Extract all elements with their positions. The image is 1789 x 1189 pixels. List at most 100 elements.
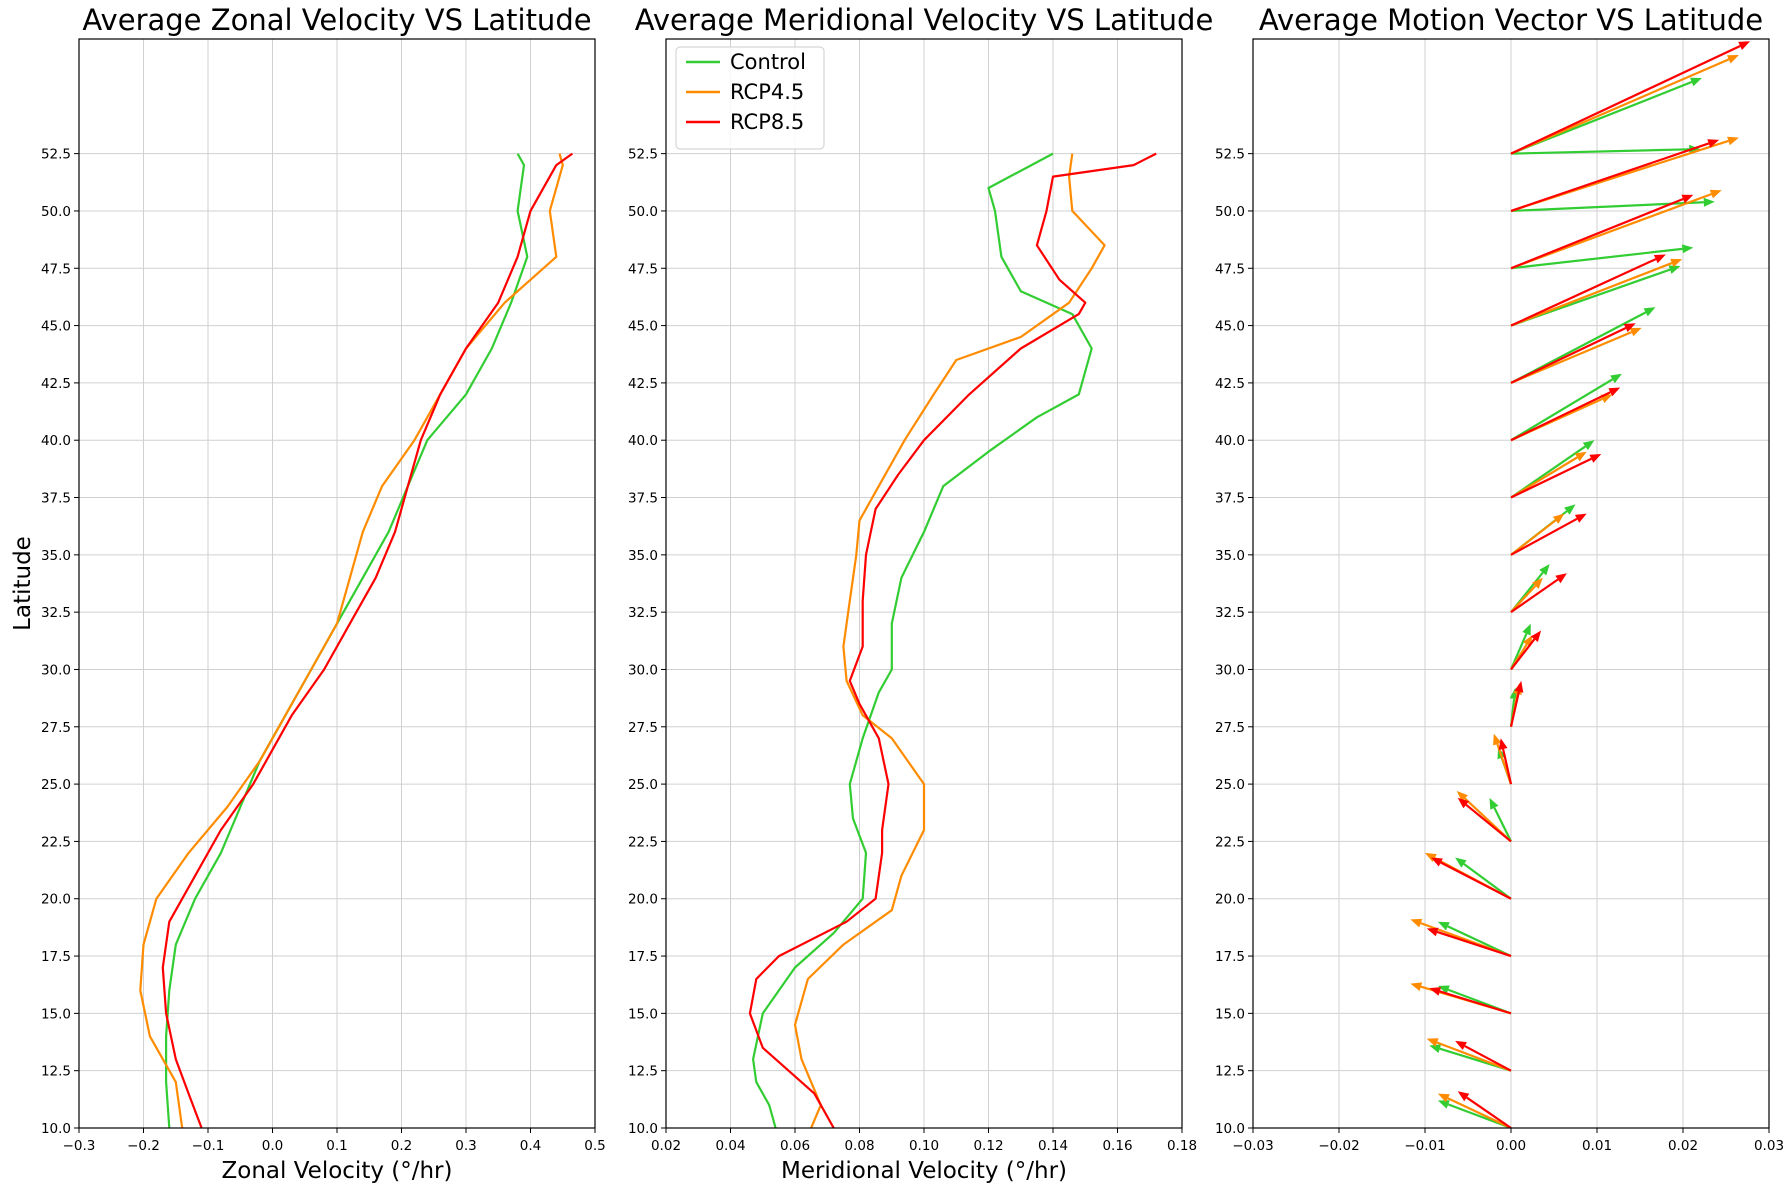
x-axis-label: Meridional Velocity (°/hr) <box>781 1158 1067 1184</box>
arrow-shaft-rcp4-5 <box>1510 519 1557 556</box>
arrow-shaft-rcp8-5 <box>1510 197 1684 270</box>
x-tick-label: 0.14 <box>1038 1138 1068 1154</box>
y-tick-label: 27.5 <box>628 720 658 736</box>
y-tick-label: 37.5 <box>628 491 658 507</box>
series-line-rcp4-5 <box>139 153 564 1128</box>
arrow-head-control <box>1522 623 1531 636</box>
y-tick-label: 27.5 <box>41 720 71 736</box>
x-tick-label: 0.5 <box>584 1138 605 1154</box>
y-tick-label: 17.5 <box>41 949 71 965</box>
arrow-head-rcp8-5 <box>1431 857 1443 867</box>
y-tick-label: 40.0 <box>628 433 658 449</box>
arrow-head-control <box>1489 797 1499 810</box>
arrow-head-rcp4-5 <box>1574 451 1587 462</box>
arrow-head-rcp4-5 <box>1552 513 1565 524</box>
arrow-head-rcp8-5 <box>1589 454 1602 463</box>
arrow-shaft-rcp8-5 <box>1510 578 1559 614</box>
x-tick-label: 0.16 <box>1102 1138 1132 1154</box>
y-tick-label: 25.0 <box>41 777 71 793</box>
x-tick-label: −0.01 <box>1404 1138 1445 1154</box>
arrow-shaft-rcp8-5 <box>1436 930 1512 958</box>
x-tick-label: 0.2 <box>391 1138 412 1154</box>
y-tick-label: 25.0 <box>1215 777 1245 793</box>
arrow-head-control <box>1582 440 1595 451</box>
arrow-head-rcp8-5 <box>1707 139 1720 148</box>
x-tick-label: 0.18 <box>1167 1138 1197 1154</box>
x-tick-label: −0.3 <box>63 1138 96 1154</box>
arrow-head-rcp8-5 <box>1429 987 1442 996</box>
legend-label: RCP8.5 <box>730 110 804 134</box>
y-tick-label: 50.0 <box>41 204 71 220</box>
arrow-shaft-rcp8-5 <box>1510 44 1741 155</box>
x-tick-label: 0.08 <box>844 1138 874 1154</box>
y-tick-label: 30.0 <box>628 662 658 678</box>
arrow-head-rcp4-5 <box>1410 982 1423 991</box>
x-tick-label: 0.00 <box>1496 1138 1526 1154</box>
arrow-shaft-rcp4-5 <box>1436 1041 1512 1072</box>
y-tick-label: 47.5 <box>41 261 71 277</box>
y-tick-label: 42.5 <box>628 376 658 392</box>
arrow-head-control <box>1455 857 1467 868</box>
arrow-head-rcp4-5 <box>1629 327 1642 337</box>
arrow-shaft-control <box>1493 807 1512 842</box>
arrow-head-rcp8-5 <box>1574 513 1587 523</box>
y-tick-label: 45.0 <box>41 319 71 335</box>
arrow-head-rcp8-5 <box>1555 573 1567 584</box>
arrow-head-control <box>1690 77 1702 87</box>
x-axis-label: Zonal Velocity (°/hr) <box>222 1158 453 1184</box>
arrow-head-rcp4-5 <box>1425 852 1437 862</box>
y-tick-label: 47.5 <box>1215 261 1245 277</box>
y-tick-label: 35.0 <box>628 548 658 564</box>
arrow-shaft-rcp4-5 <box>1510 58 1730 155</box>
x-tick-label: 0.02 <box>651 1138 681 1154</box>
arrow-shaft-rcp4-5 <box>1510 262 1673 327</box>
y-tick-label: 22.5 <box>628 834 658 850</box>
plot-area <box>748 152 1157 1128</box>
y-tick-label: 22.5 <box>41 834 71 850</box>
arrow-shaft-rcp4-5 <box>1510 456 1578 499</box>
arrow-head-rcp8-5 <box>1457 797 1469 809</box>
series-line-control <box>752 152 1093 1128</box>
series-line-rcp8-5 <box>748 152 1157 1128</box>
arrow-shaft-rcp4-5 <box>1447 1097 1512 1128</box>
arrow-shaft-rcp8-5 <box>1509 691 1520 728</box>
legend-label: RCP4.5 <box>730 80 804 104</box>
x-tick-label: −0.02 <box>1318 1138 1359 1154</box>
y-tick-label: 52.5 <box>1215 147 1245 163</box>
arrow-shaft-rcp8-5 <box>1510 638 1536 671</box>
y-tick-label: 35.0 <box>1215 548 1245 564</box>
chart-panel-1: −0.3 −0.2 −0.1 0.0 0.1 0.2 0.3 0.4 0.5 10.0 12.5 15… <box>10 3 606 1184</box>
arrow-head-rcp8-5 <box>1514 680 1524 693</box>
series-line-rcp8-5 <box>161 152 574 1128</box>
arrow-head-rcp8-5 <box>1681 194 1694 204</box>
y-tick-label: 15.0 <box>41 1006 71 1022</box>
y-tick-label: 20.0 <box>41 892 71 908</box>
y-tick-label: 17.5 <box>1215 949 1245 965</box>
axes-frame <box>1252 38 1770 1129</box>
arrow-shaft-control <box>1510 148 1690 155</box>
x-tick-label: 0.1 <box>326 1138 347 1154</box>
arrow-head-rcp4-5 <box>1456 791 1468 802</box>
arrow-shaft-rcp8-5 <box>1510 517 1578 556</box>
y-tick-label: 15.0 <box>628 1006 658 1022</box>
y-tick-label: 12.5 <box>628 1064 658 1080</box>
y-tick-label: 10.0 <box>628 1121 658 1137</box>
y-tick-label: 20.0 <box>1215 892 1245 908</box>
arrow-shaft-rcp8-5 <box>1510 457 1592 499</box>
x-tick-label: 0.06 <box>780 1138 810 1154</box>
x-tick-label: 0.02 <box>1668 1138 1698 1154</box>
chart-panel-2: 0.02 0.04 0.06 0.08 0.10 0.12 0.14 0.16 0.18 10.0… <box>628 3 1213 1184</box>
arrow-head-rcp4-5 <box>1410 918 1423 928</box>
y-tick-label: 32.5 <box>1215 605 1245 621</box>
y-tick-label: 12.5 <box>1215 1064 1245 1080</box>
y-tick-label: 32.5 <box>41 605 71 621</box>
arrow-head-rcp8-5 <box>1457 1091 1470 1102</box>
arrow-head-rcp8-5 <box>1455 1040 1467 1050</box>
x-tick-label: 0.01 <box>1582 1138 1612 1154</box>
arrow-head-rcp4-5 <box>1727 55 1739 64</box>
arrow-shaft-control <box>1463 863 1512 900</box>
arrow-shaft-rcp8-5 <box>1466 1096 1512 1128</box>
y-tick-label: 37.5 <box>41 491 71 507</box>
y-tick-label: 30.0 <box>41 662 71 678</box>
